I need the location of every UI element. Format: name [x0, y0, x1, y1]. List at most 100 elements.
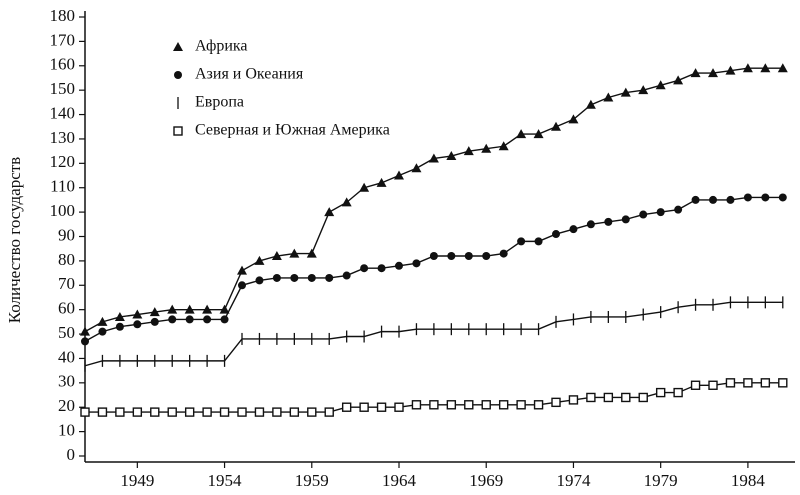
data-point — [603, 92, 614, 102]
y-tick-label: 150 — [50, 79, 76, 98]
data-point — [639, 210, 648, 219]
data-point — [551, 121, 562, 131]
data-point — [150, 407, 160, 417]
data-point — [167, 304, 178, 314]
data-point — [638, 392, 648, 403]
data-point — [482, 252, 491, 261]
data-point — [516, 129, 527, 139]
data-point — [621, 392, 631, 403]
x-tick-label: 1969 — [469, 471, 503, 490]
data-point — [184, 304, 195, 314]
data-point — [219, 304, 230, 314]
data-point — [202, 304, 213, 314]
data-point — [237, 265, 248, 275]
data-point — [778, 193, 787, 202]
data-point — [115, 407, 125, 417]
data-point — [133, 320, 142, 329]
y-tick-label: 0 — [67, 445, 76, 464]
data-point — [743, 193, 752, 202]
data-point — [674, 205, 683, 214]
x-tick-label: 1984 — [731, 471, 766, 490]
data-point — [760, 63, 771, 73]
data-point — [709, 195, 718, 204]
data-point — [290, 273, 299, 282]
data-point — [80, 407, 90, 417]
legend-marker — [173, 126, 183, 136]
data-point — [132, 407, 143, 417]
data-point — [428, 153, 439, 163]
data-point — [516, 400, 526, 410]
data-point — [725, 378, 736, 388]
data-point — [604, 217, 613, 226]
data-point — [499, 249, 508, 258]
data-point — [271, 251, 282, 261]
data-point — [168, 315, 177, 324]
data-point — [673, 387, 683, 398]
data-point — [481, 143, 492, 153]
data-point — [656, 208, 665, 217]
data-point — [429, 400, 439, 410]
y-tick-label: 160 — [50, 55, 76, 74]
data-point — [638, 85, 649, 95]
data-point — [114, 311, 125, 321]
x-tick-label: 1959 — [295, 471, 329, 490]
data-point — [568, 114, 579, 124]
data-point — [498, 400, 509, 410]
data-point — [568, 395, 579, 405]
data-point — [463, 146, 474, 156]
y-tick-label: 180 — [50, 6, 76, 25]
x-tick-label: 1954 — [208, 471, 243, 490]
data-point — [306, 248, 317, 258]
data-point — [341, 197, 352, 207]
data-point — [115, 322, 124, 331]
data-point — [655, 387, 666, 398]
y-tick-label: 20 — [58, 396, 75, 415]
data-point — [342, 271, 351, 280]
data-point — [254, 407, 265, 417]
data-point — [412, 259, 421, 268]
data-point — [411, 163, 422, 173]
data-point — [97, 407, 108, 417]
data-point — [307, 273, 316, 282]
data-point — [132, 309, 143, 319]
data-point — [220, 315, 229, 324]
x-tick-label: 1974 — [556, 471, 591, 490]
data-point — [324, 207, 335, 217]
data-point — [603, 392, 614, 403]
data-point — [167, 407, 177, 417]
y-tick-label: 120 — [50, 152, 76, 171]
data-point — [742, 63, 753, 73]
data-point — [395, 261, 404, 270]
data-point — [377, 264, 386, 273]
y-tick-label: 140 — [50, 103, 76, 122]
data-point — [621, 215, 630, 224]
data-point — [80, 326, 90, 336]
data-point — [202, 407, 212, 417]
data-point — [446, 400, 457, 410]
data-point — [533, 129, 544, 139]
data-point — [760, 378, 771, 388]
data-point — [185, 315, 194, 324]
data-point — [777, 63, 788, 73]
data-point — [620, 87, 631, 97]
data-point — [325, 273, 334, 282]
legend-label: Европа — [195, 94, 244, 111]
data-point — [569, 225, 578, 234]
legend-marker — [173, 42, 183, 51]
data-point — [254, 255, 265, 265]
data-point — [533, 400, 544, 410]
data-point — [98, 327, 107, 336]
data-point — [447, 252, 456, 261]
data-point — [237, 407, 247, 417]
data-point — [289, 248, 300, 258]
data-point — [761, 193, 770, 202]
y-tick-label: 60 — [58, 299, 75, 318]
y-tick-label: 100 — [50, 201, 76, 220]
data-point — [690, 68, 701, 78]
data-point — [341, 402, 352, 412]
data-point — [149, 307, 160, 317]
data-point — [219, 407, 230, 417]
x-tick-label: 1979 — [644, 471, 678, 490]
data-point — [708, 380, 718, 390]
data-point — [376, 177, 387, 187]
